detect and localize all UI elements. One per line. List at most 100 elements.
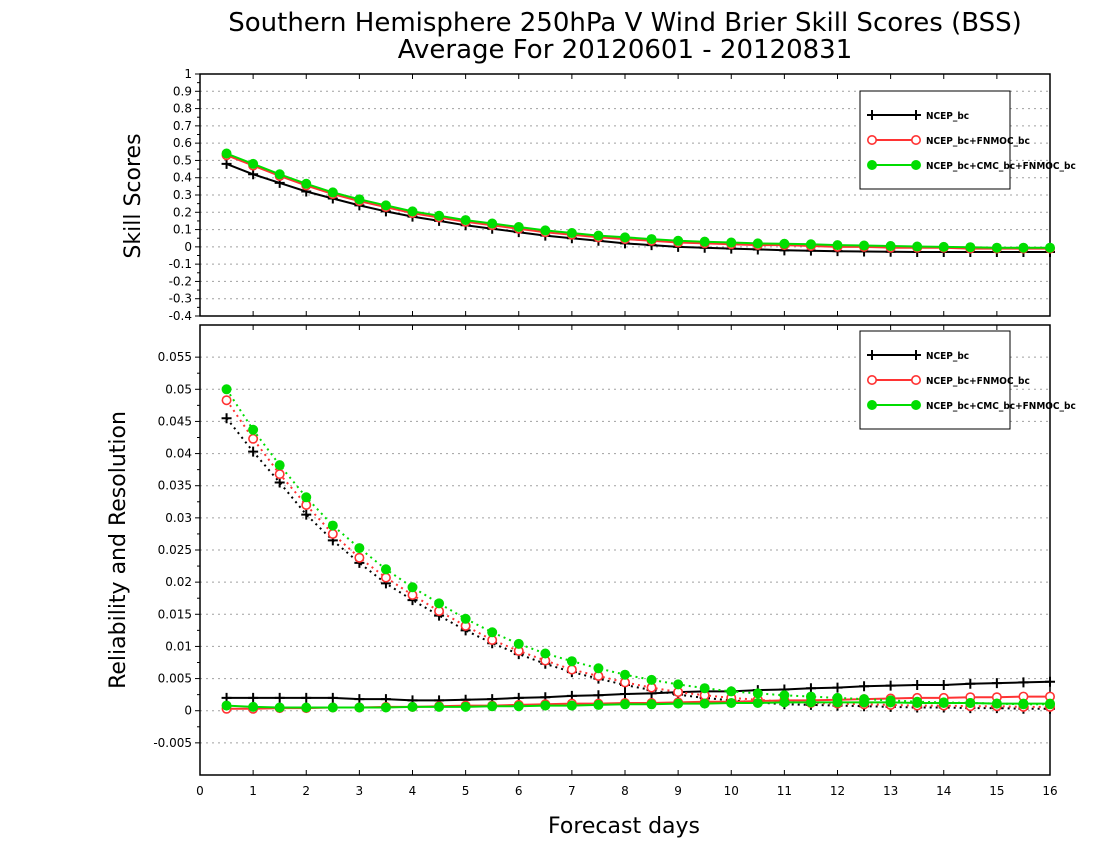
y-tick-label: 0.005	[158, 672, 192, 686]
data-point	[752, 698, 763, 708]
series-line-1	[225, 399, 1050, 708]
data-point	[1045, 699, 1055, 710]
data-point	[991, 242, 1002, 253]
data-point	[301, 509, 312, 520]
data-point	[779, 238, 790, 249]
y-tick-label: -0.4	[169, 309, 192, 323]
data-point	[699, 683, 710, 694]
data-point	[699, 698, 710, 709]
y-tick-label: 0	[184, 240, 192, 254]
legend-marker	[866, 135, 877, 146]
data-point	[327, 187, 338, 198]
data-point	[912, 696, 923, 707]
data-point	[593, 663, 604, 674]
data-point	[513, 638, 524, 649]
data-point	[540, 225, 551, 236]
x-tick-label: 14	[936, 784, 951, 798]
data-point	[460, 613, 471, 624]
y-tick-label: 0	[184, 704, 192, 718]
legend-marker	[866, 374, 877, 385]
data-point	[380, 572, 391, 583]
data-point	[1045, 676, 1055, 687]
data-point	[354, 694, 365, 705]
data-point	[965, 242, 976, 253]
legend-entry: NCEP_bc+CMC_bc+FNMOC_bc	[926, 401, 1076, 412]
data-point	[540, 700, 551, 711]
data-point	[434, 701, 445, 712]
data-point	[221, 700, 232, 711]
data-point	[566, 700, 577, 711]
y-tick-label: 0.4	[173, 171, 192, 185]
data-point	[779, 690, 790, 701]
y-tick-label: 0.2	[173, 205, 192, 219]
data-point	[248, 446, 259, 457]
data-point	[380, 200, 391, 211]
data-point	[885, 695, 896, 706]
x-tick-label: 2	[302, 784, 310, 798]
y-tick-label: 0.045	[158, 414, 192, 428]
data-point	[938, 697, 949, 708]
data-point	[1018, 699, 1029, 710]
y-tick-label: 0.05	[165, 382, 192, 396]
legend-entry: NCEP_bc+CMC_bc+FNMOC_bc	[926, 161, 1076, 172]
data-point	[434, 598, 445, 609]
data-point	[460, 701, 471, 712]
legend-marker	[911, 350, 921, 360]
y-tick-label: 1	[184, 67, 192, 81]
y-tick-label: 0.015	[158, 607, 192, 621]
y-tick-label: 0.6	[173, 136, 192, 150]
y-tick-label: -0.2	[169, 274, 192, 288]
data-point	[380, 702, 391, 713]
data-point	[938, 680, 949, 690]
data-point	[380, 564, 391, 575]
data-point	[805, 239, 816, 250]
legend-marker	[911, 110, 921, 120]
data-point	[593, 230, 604, 241]
x-tick-label: 7	[568, 784, 576, 798]
y-tick-label: 0.04	[165, 447, 192, 461]
data-point	[487, 701, 498, 712]
legend-marker	[911, 400, 921, 410]
data-point	[646, 674, 657, 685]
y-tick-label: 0.03	[165, 511, 192, 525]
data-point	[1045, 242, 1055, 253]
data-point	[327, 528, 338, 539]
chart-subtitle: Average For 20120601 - 20120831	[398, 35, 853, 65]
y-tick-label: -0.3	[169, 292, 192, 306]
data-point	[832, 692, 843, 703]
data-point	[566, 228, 577, 239]
data-point	[832, 682, 843, 693]
data-point	[221, 384, 232, 395]
skill-scores-panel: -0.4 -0.3 -0.2 -0.1 0 0.1 0.2 0.3 0.4 0.5 0.6 0.7 0.…	[169, 67, 1076, 323]
data-point	[965, 698, 976, 708]
data-point	[620, 689, 630, 699]
data-point	[593, 690, 604, 701]
y-tick-label: 0.5	[173, 153, 192, 167]
data-point	[513, 701, 524, 712]
x-tick-label: 3	[356, 784, 364, 798]
data-point	[885, 680, 896, 691]
data-point	[221, 395, 232, 406]
legend-marker	[910, 374, 921, 385]
data-point	[248, 433, 259, 444]
legend-entry: NCEP_bc+FNMOC_bc	[926, 376, 1030, 387]
data-point	[593, 699, 604, 710]
skill-scores-y-axis-label: Skill Scores	[121, 133, 146, 258]
data-point	[327, 520, 338, 531]
data-point	[673, 235, 684, 246]
data-point	[673, 698, 684, 709]
x-tick-label: 13	[883, 784, 898, 798]
x-tick-label: 15	[989, 784, 1004, 798]
data-point	[248, 158, 259, 169]
data-point	[620, 669, 630, 680]
data-point	[752, 238, 763, 249]
data-point	[726, 698, 737, 708]
data-point	[991, 678, 1002, 689]
legend-entry: NCEP_bc	[926, 111, 969, 122]
data-point	[1018, 677, 1029, 688]
data-point	[274, 477, 285, 488]
y-tick-label: 0.035	[158, 479, 192, 493]
data-point	[646, 234, 657, 245]
data-point	[566, 656, 577, 667]
